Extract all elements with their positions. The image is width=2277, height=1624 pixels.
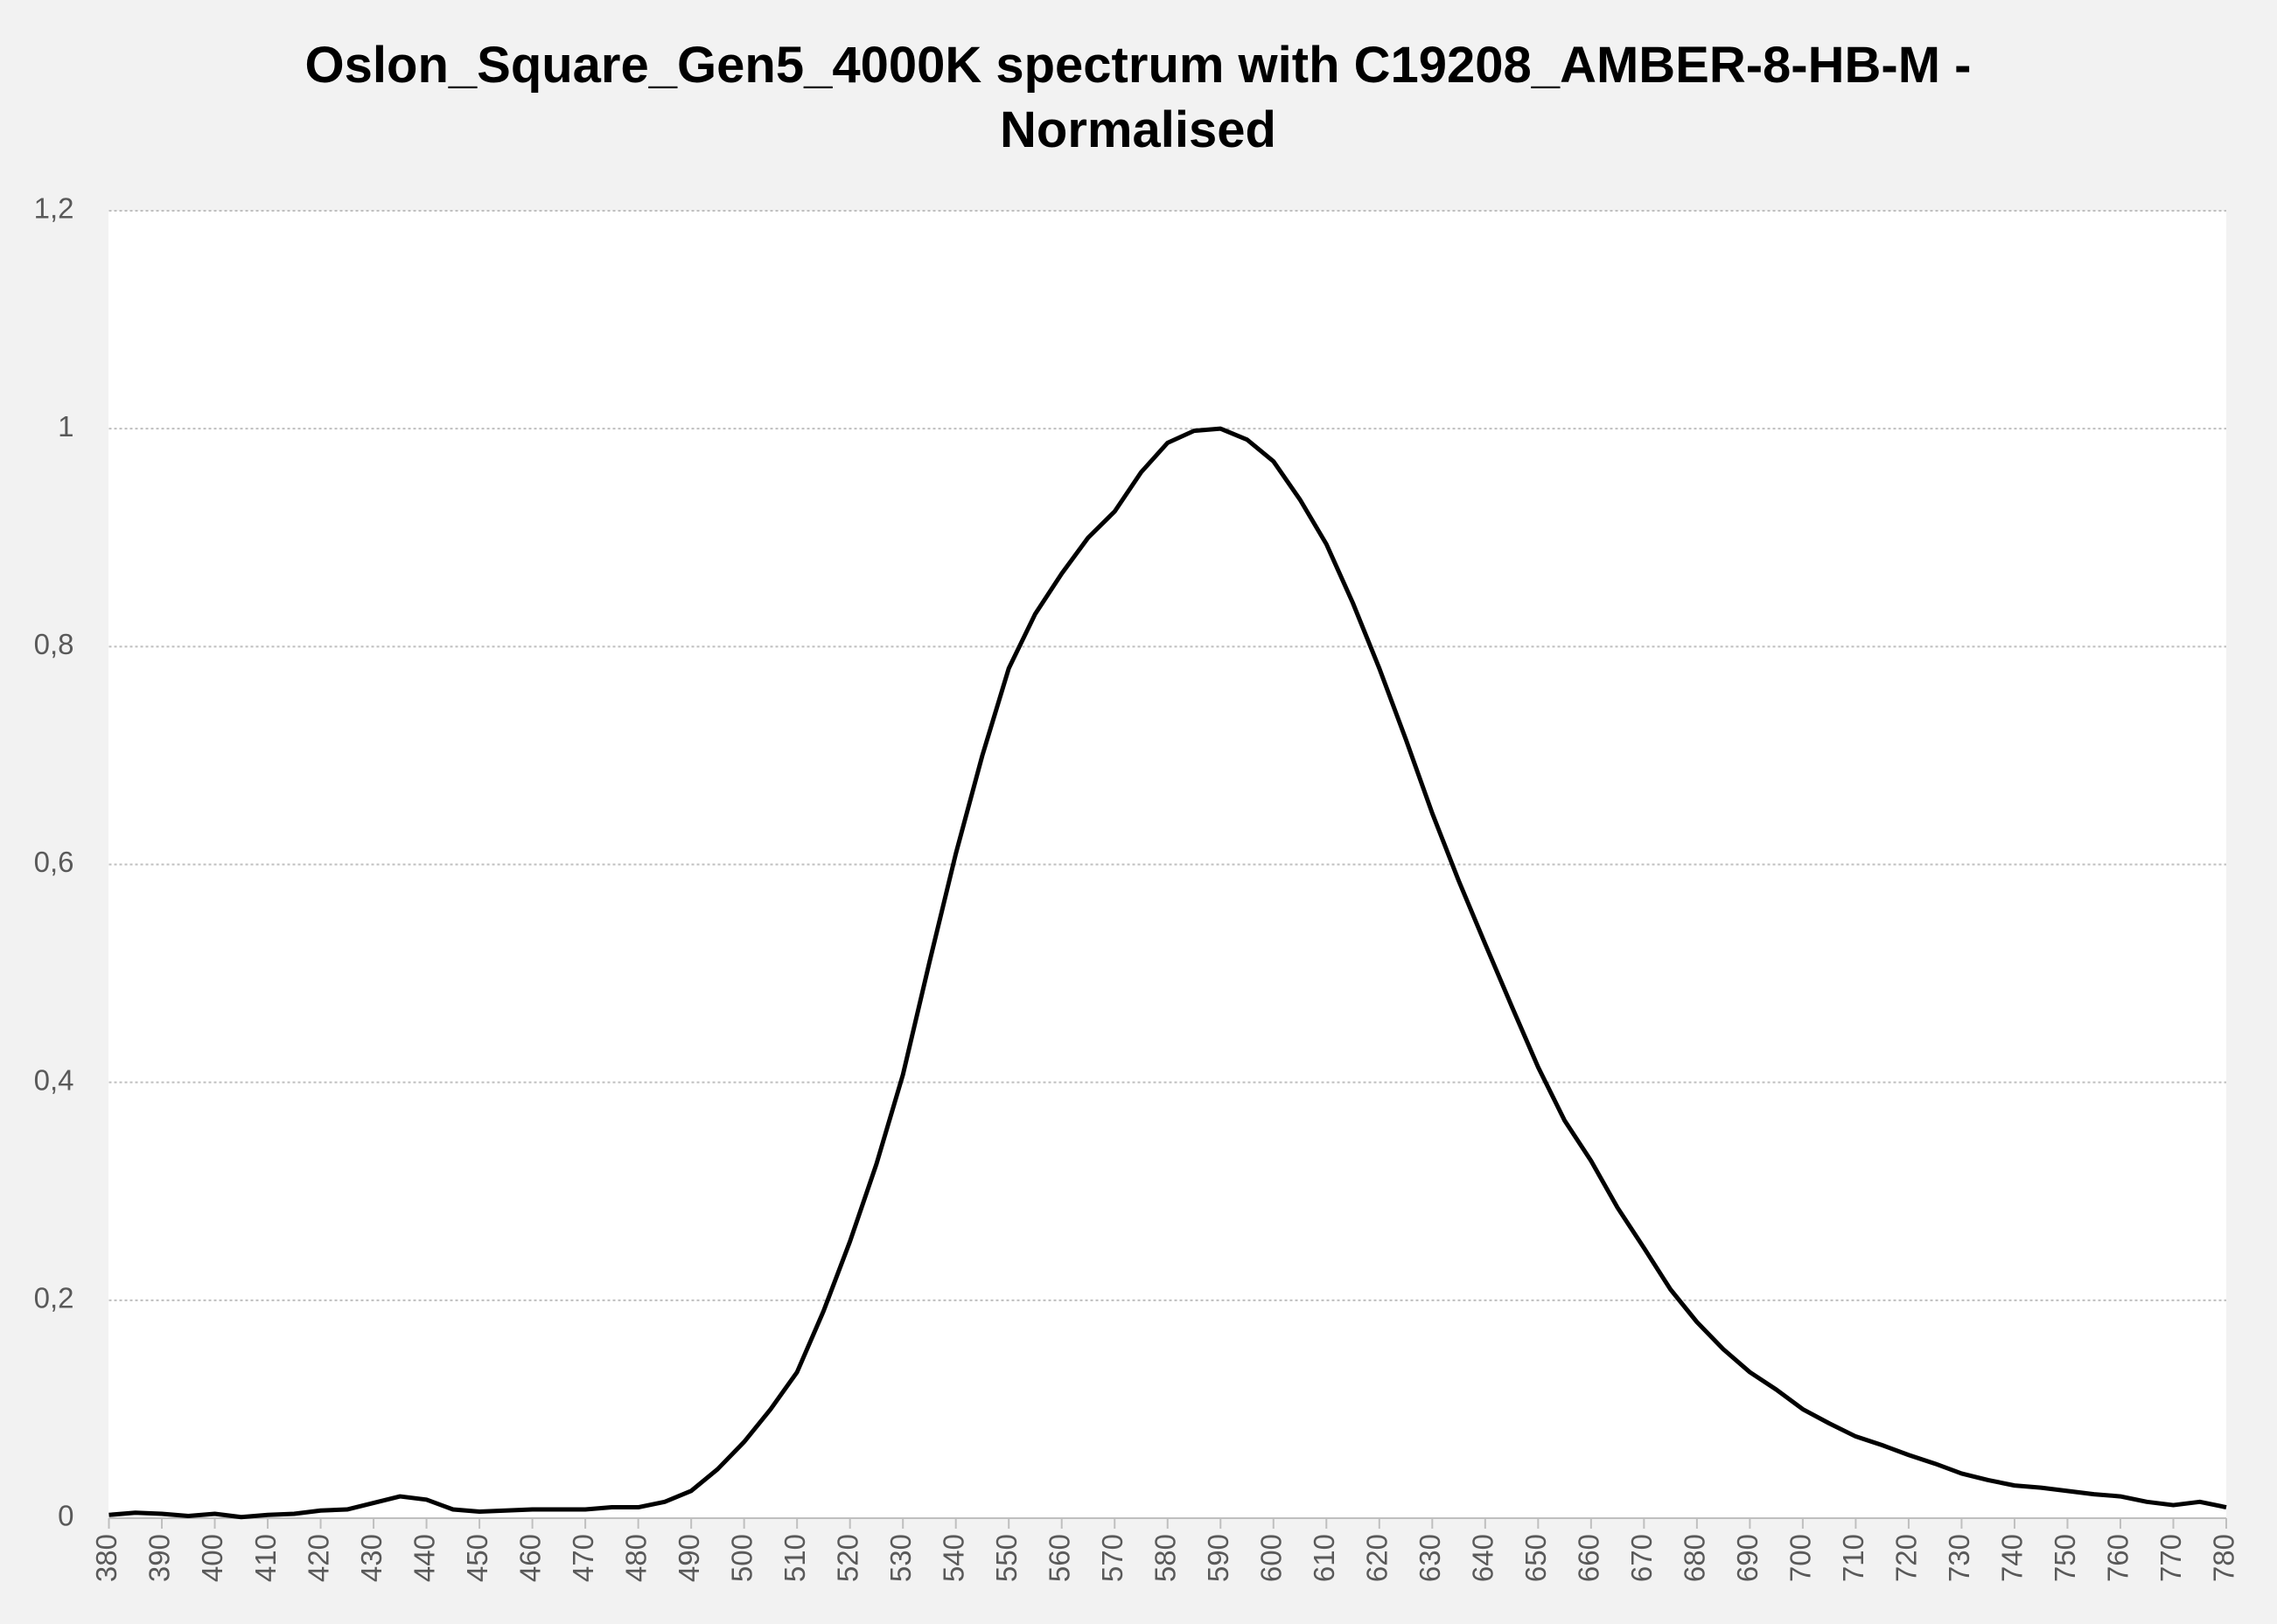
y-tick-label: 0,8 [34,628,74,660]
x-tick-label: 700 [1785,1534,1817,1582]
x-tick-label: 710 [1837,1534,1869,1582]
x-tick-label: 380 [90,1534,122,1582]
x-tick-label: 600 [1254,1534,1287,1582]
y-tick-label: 0 [58,1500,73,1532]
y-tick-label: 0,2 [34,1282,74,1314]
x-tick-label: 520 [831,1534,863,1582]
x-tick-label: 760 [2102,1534,2134,1582]
x-tick-label: 680 [1679,1534,1711,1582]
x-tick-label: 770 [2155,1534,2187,1582]
x-tick-label: 510 [779,1534,811,1582]
y-tick-label: 1 [58,410,73,443]
x-tick-label: 550 [990,1534,1023,1582]
y-tick-label: 0,4 [34,1063,74,1096]
y-tick-label: 0,6 [34,846,74,878]
x-tick-label: 480 [619,1534,652,1582]
x-tick-label: 590 [1202,1534,1234,1582]
x-tick-label: 500 [725,1534,758,1582]
x-tick-label: 780 [2208,1534,2240,1582]
x-tick-label: 470 [567,1534,599,1582]
x-tick-label: 660 [1573,1534,1605,1582]
x-tick-label: 690 [1731,1534,1764,1582]
x-tick-label: 390 [143,1534,176,1582]
x-tick-label: 620 [1361,1534,1393,1582]
x-tick-label: 670 [1625,1534,1658,1582]
x-tick-label: 400 [196,1534,228,1582]
x-tick-label: 730 [1943,1534,1975,1582]
x-tick-label: 460 [513,1534,546,1582]
x-tick-label: 420 [302,1534,334,1582]
x-tick-label: 720 [1890,1534,1923,1582]
x-tick-label: 740 [1996,1534,2029,1582]
x-tick-label: 430 [355,1534,388,1582]
x-tick-label: 530 [884,1534,917,1582]
x-tick-label: 540 [937,1534,969,1582]
x-tick-label: 450 [461,1534,493,1582]
x-tick-label: 570 [1096,1534,1128,1582]
x-tick-label: 490 [673,1534,705,1582]
x-tick-label: 410 [249,1534,282,1582]
x-tick-label: 750 [2049,1534,2081,1582]
x-tick-label: 610 [1308,1534,1340,1582]
chart-title: Oslon_Square_Gen5_4000K spectrum with C1… [304,37,1972,158]
x-tick-label: 650 [1519,1534,1552,1582]
x-tick-label: 630 [1414,1534,1446,1582]
x-tick-label: 580 [1149,1534,1181,1582]
x-tick-label: 440 [408,1534,440,1582]
series-line [108,426,2227,1520]
x-tick-label: 560 [1043,1534,1075,1582]
y-tick-label: 1,2 [34,192,74,225]
x-tick-label: 640 [1467,1534,1499,1582]
